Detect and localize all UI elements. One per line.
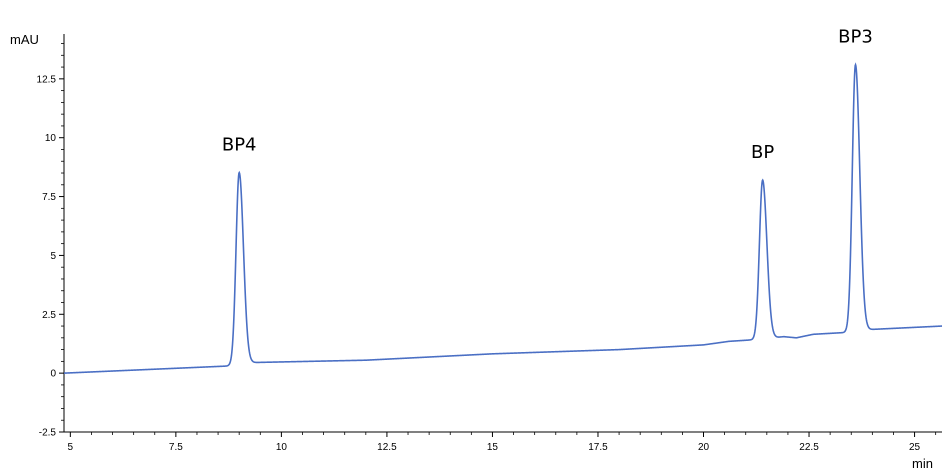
- y-tick-label: 2.5: [42, 310, 56, 321]
- x-tick-label: 25: [909, 442, 921, 453]
- peak-label-bp4: BP4: [222, 135, 257, 156]
- peak-label-bp3: BP3: [838, 27, 873, 48]
- peak-labels: BP4 BP BP3: [222, 27, 873, 163]
- x-tick-label: 17.5: [588, 442, 608, 453]
- axes: [63, 34, 942, 433]
- chromatogram-trace: [63, 62, 943, 374]
- x-tick-label: 12.5: [377, 442, 397, 453]
- x-tick-label: 10: [276, 442, 288, 453]
- y-tick-label: 7.5: [42, 192, 56, 203]
- peak-label-bp: BP: [751, 142, 774, 163]
- y-tick-label: 12.5: [37, 74, 57, 85]
- x-ticks: 5 7.5 10 12.5 15 17.5 20 22.5 25: [68, 432, 937, 453]
- x-tick-label: 22.5: [799, 442, 819, 453]
- y-tick-label: 10: [45, 133, 57, 144]
- x-tick-label: 20: [698, 442, 710, 453]
- x-tick-label: 7.5: [169, 442, 183, 453]
- x-tick-label: 5: [68, 442, 74, 453]
- x-axis-label: min: [912, 456, 933, 471]
- y-ticks: -2.5 0 2.5 5 7.5 10 12.5: [37, 43, 64, 439]
- y-tick-label: 0: [50, 369, 56, 380]
- y-tick-label: -2.5: [39, 428, 57, 439]
- x-tick-label: 15: [487, 442, 499, 453]
- y-axis-label: mAU: [10, 32, 39, 47]
- y-tick-label: 5: [50, 251, 56, 262]
